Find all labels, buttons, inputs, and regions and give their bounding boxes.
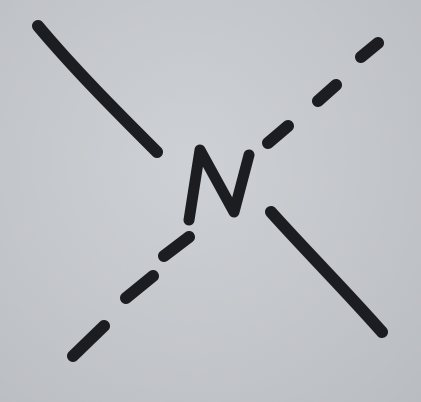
dashed-bond-lower-left [67,231,195,362]
dash-segment [312,79,342,107]
center-atom-label: N [176,128,266,228]
nitrogen-symbol-n [183,144,255,226]
dash-segment [355,37,384,63]
solid-bond-upper-left [32,20,163,158]
dash-segment [262,120,294,149]
dash-segment [158,231,195,262]
solid-bond-lower-right [265,206,388,338]
dash-segment [120,270,159,304]
dash-segment [67,320,110,362]
dashed-bond-upper-right [262,37,384,149]
